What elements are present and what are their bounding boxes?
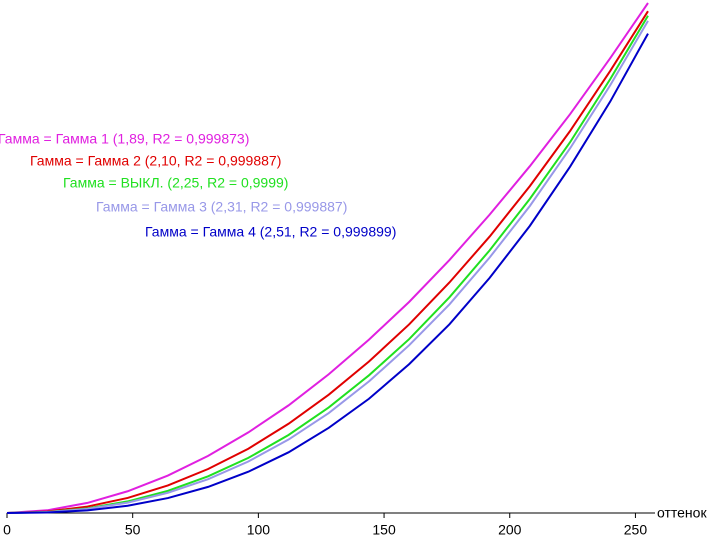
legend-entry: Гамма = ВЫКЛ. (2,25, R2 = 0,9999) bbox=[63, 175, 288, 191]
legend-entry: Гамма = Гамма 4 (2,51, R2 = 0,999899) bbox=[145, 224, 396, 240]
x-tick-label: 50 bbox=[125, 522, 141, 538]
x-tick-label: 200 bbox=[498, 522, 522, 538]
series-line bbox=[6, 20, 649, 514]
series-line bbox=[6, 33, 649, 514]
series-line bbox=[6, 15, 649, 514]
x-tick-label: 0 bbox=[3, 522, 11, 538]
legend-entry: Гамма = Гамма 1 (1,89, R2 = 0,999873) bbox=[0, 131, 249, 147]
x-tick-label: 150 bbox=[372, 522, 396, 538]
legend-entry: Гамма = Гамма 2 (2,10, R2 = 0,999887) bbox=[30, 153, 281, 169]
x-tick-label: 250 bbox=[624, 522, 648, 538]
series-line bbox=[6, 10, 649, 514]
series-line bbox=[6, 2, 649, 514]
x-tick-label: 100 bbox=[247, 522, 271, 538]
x-axis-label: оттенок bbox=[657, 505, 707, 521]
legend-entry: Гамма = Гамма 3 (2,31, R2 = 0,999887) bbox=[96, 199, 347, 215]
